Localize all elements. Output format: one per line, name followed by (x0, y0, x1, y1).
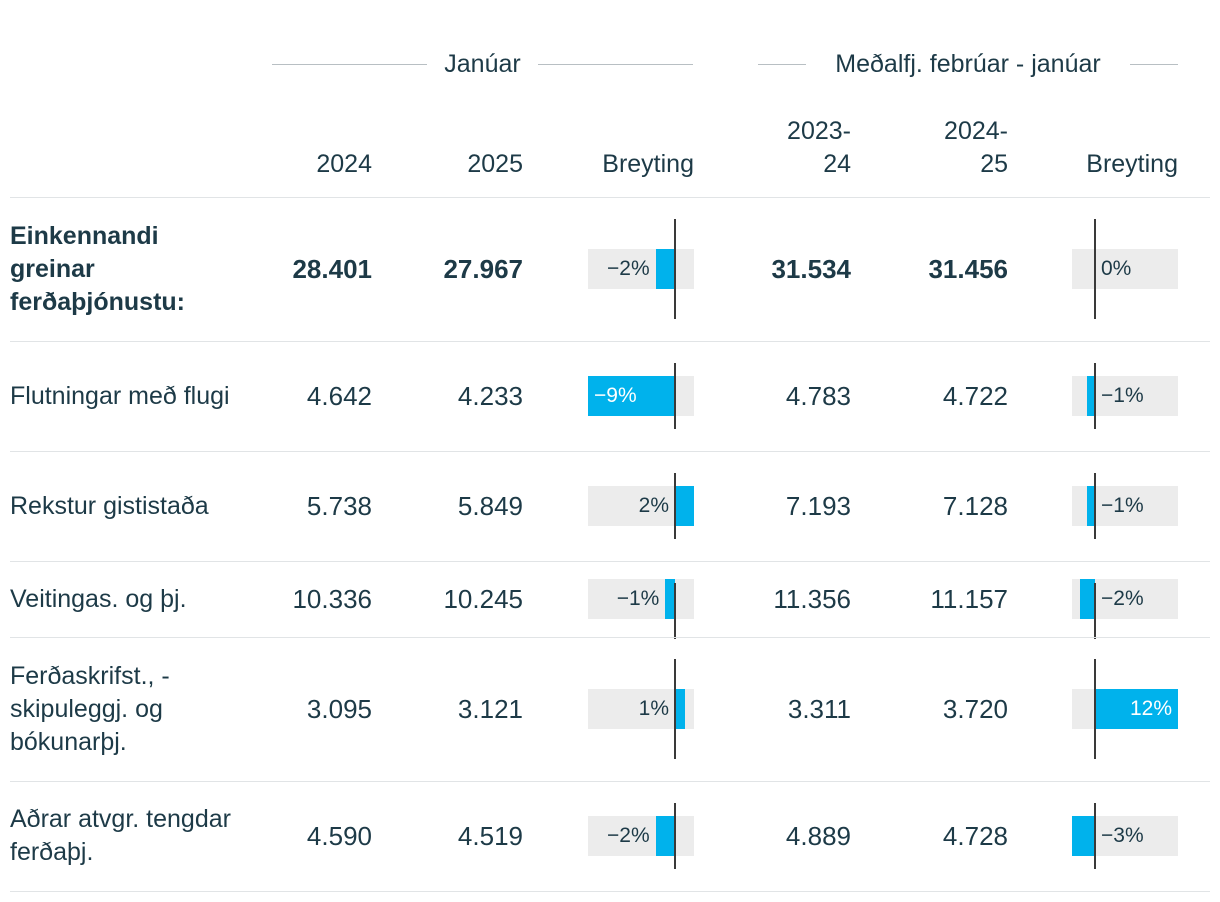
bar-label-january: −1% (616, 587, 660, 610)
bar-label-average: −1% (1101, 384, 1144, 407)
bar-change-average (1079, 579, 1095, 619)
zero-axis-january (674, 803, 676, 869)
bar-change-january (588, 376, 675, 416)
group-header-average: Meðalfj. febrúar - janúar (806, 47, 1130, 81)
group-right-rule-right (1130, 64, 1178, 65)
bar-change-average (1087, 486, 1095, 526)
value-2023-24: 3.311 (787, 694, 851, 724)
bar-label-january: −9% (594, 384, 637, 407)
value-2025: 3.121 (457, 694, 523, 724)
zero-axis-january (674, 363, 676, 429)
row-separator (10, 561, 1210, 562)
col-header-2024-25-line1: 2024- (944, 117, 1008, 145)
col-header-2024: 2024 (316, 150, 372, 178)
group-header-january: Janúar (427, 47, 538, 81)
bar-label-average: −2% (1101, 587, 1144, 610)
row-label: Ferðaskrifst., -skipuleggj. og bókunarþj… (10, 637, 240, 781)
row-separator (10, 341, 1210, 342)
col-header-2023-24-line1: 2023- (787, 117, 851, 145)
bar-change-january (675, 486, 694, 526)
bar-change-january (655, 249, 675, 289)
bar-change-average (1095, 689, 1178, 729)
row-label: Einkennandi greinar ferðaþjónustu: (10, 197, 240, 341)
value-2024-25: 7.128 (942, 491, 1008, 521)
value-2023-24: 31.534 (771, 254, 851, 284)
bar-background-average (1072, 249, 1178, 289)
bar-label-january: 1% (638, 697, 669, 720)
value-2024: 4.590 (306, 821, 372, 851)
zero-axis-average (1094, 583, 1096, 639)
bar-background-january (588, 249, 694, 289)
value-2024: 4.642 (306, 381, 372, 411)
col-header-change-average: Breyting (1086, 150, 1178, 178)
group-left-rule-right (538, 64, 693, 65)
row-separator (10, 891, 1210, 892)
bar-label-average: −1% (1101, 494, 1144, 517)
value-2023-24: 4.889 (785, 821, 851, 851)
row-separator (10, 451, 1210, 452)
value-2024-25: 4.728 (942, 821, 1008, 851)
zero-axis-january (674, 473, 676, 539)
value-2025: 27.967 (443, 254, 523, 284)
value-2025: 10.245 (443, 584, 523, 614)
value-2024-25: 4.722 (942, 381, 1008, 411)
header-separator (10, 197, 1210, 198)
value-2023-24: 11.356 (773, 584, 851, 614)
value-2025: 4.233 (457, 381, 523, 411)
col-header-2025: 2025 (467, 150, 523, 178)
value-2024-25: 3.720 (942, 694, 1008, 724)
bar-label-average: 12% (1129, 697, 1172, 720)
zero-axis-average (1094, 803, 1096, 869)
zero-axis-average (1094, 473, 1096, 539)
value-2023-24: 4.783 (785, 381, 851, 411)
col-header-2024-25-line2: 25 (980, 150, 1008, 178)
row-label-text: Rekstur gististaða (10, 491, 209, 520)
row-label-text: Aðrar atvgr. tengdar ferðaþj. (10, 805, 231, 866)
row-label-text: Veitingas. og þj. (10, 584, 187, 613)
value-2023-24: 7.193 (785, 491, 851, 521)
zero-axis-january (674, 659, 676, 759)
row-label-text: Einkennandi greinar ferðaþjónustu: (10, 221, 185, 316)
value-2024-25: 31.456 (928, 254, 1008, 284)
value-2024: 5.738 (306, 491, 372, 521)
bar-label-average: −3% (1101, 824, 1144, 847)
row-label-text: Flutningar með flugi (10, 381, 230, 410)
bar-label-average: 0% (1101, 257, 1132, 280)
bar-background-january (588, 579, 694, 619)
zero-axis-average (1094, 659, 1096, 759)
bar-change-average (1087, 376, 1095, 416)
row-label-text: Ferðaskrifst., -skipuleggj. og bókunarþj… (10, 661, 170, 756)
bar-background-january (588, 816, 694, 856)
zero-axis-january (674, 583, 676, 639)
value-2024-25: 11.157 (930, 584, 1008, 614)
bar-label-january: 2% (638, 494, 669, 517)
group-left-rule-left (272, 64, 427, 65)
zero-axis-average (1094, 219, 1096, 319)
bar-change-january (655, 816, 675, 856)
row-separator (10, 637, 1210, 638)
row-label: Flutningar með flugi (10, 341, 240, 451)
col-header-2023-24-line2: 24 (823, 150, 851, 178)
bar-label-january: −2% (607, 257, 650, 280)
value-2024: 28.401 (292, 254, 372, 284)
bar-change-january (675, 689, 685, 729)
row-label: Veitingas. og þj. (10, 561, 240, 637)
zero-axis-january (674, 219, 676, 319)
bar-change-january (665, 579, 675, 619)
group-right-rule-left (758, 64, 806, 65)
zero-axis-average (1094, 363, 1096, 429)
value-2025: 5.849 (457, 491, 523, 521)
row-label: Aðrar atvgr. tengdar ferðaþj. (10, 781, 240, 891)
row-separator (10, 781, 1210, 782)
bar-label-january: −2% (607, 824, 650, 847)
bar-change-average (1072, 816, 1095, 856)
value-2024: 3.095 (306, 694, 372, 724)
value-2025: 4.519 (457, 821, 523, 851)
value-2024: 10.336 (292, 584, 372, 614)
row-label: Rekstur gististaða (10, 451, 240, 561)
col-header-change-january: Breyting (602, 150, 694, 178)
